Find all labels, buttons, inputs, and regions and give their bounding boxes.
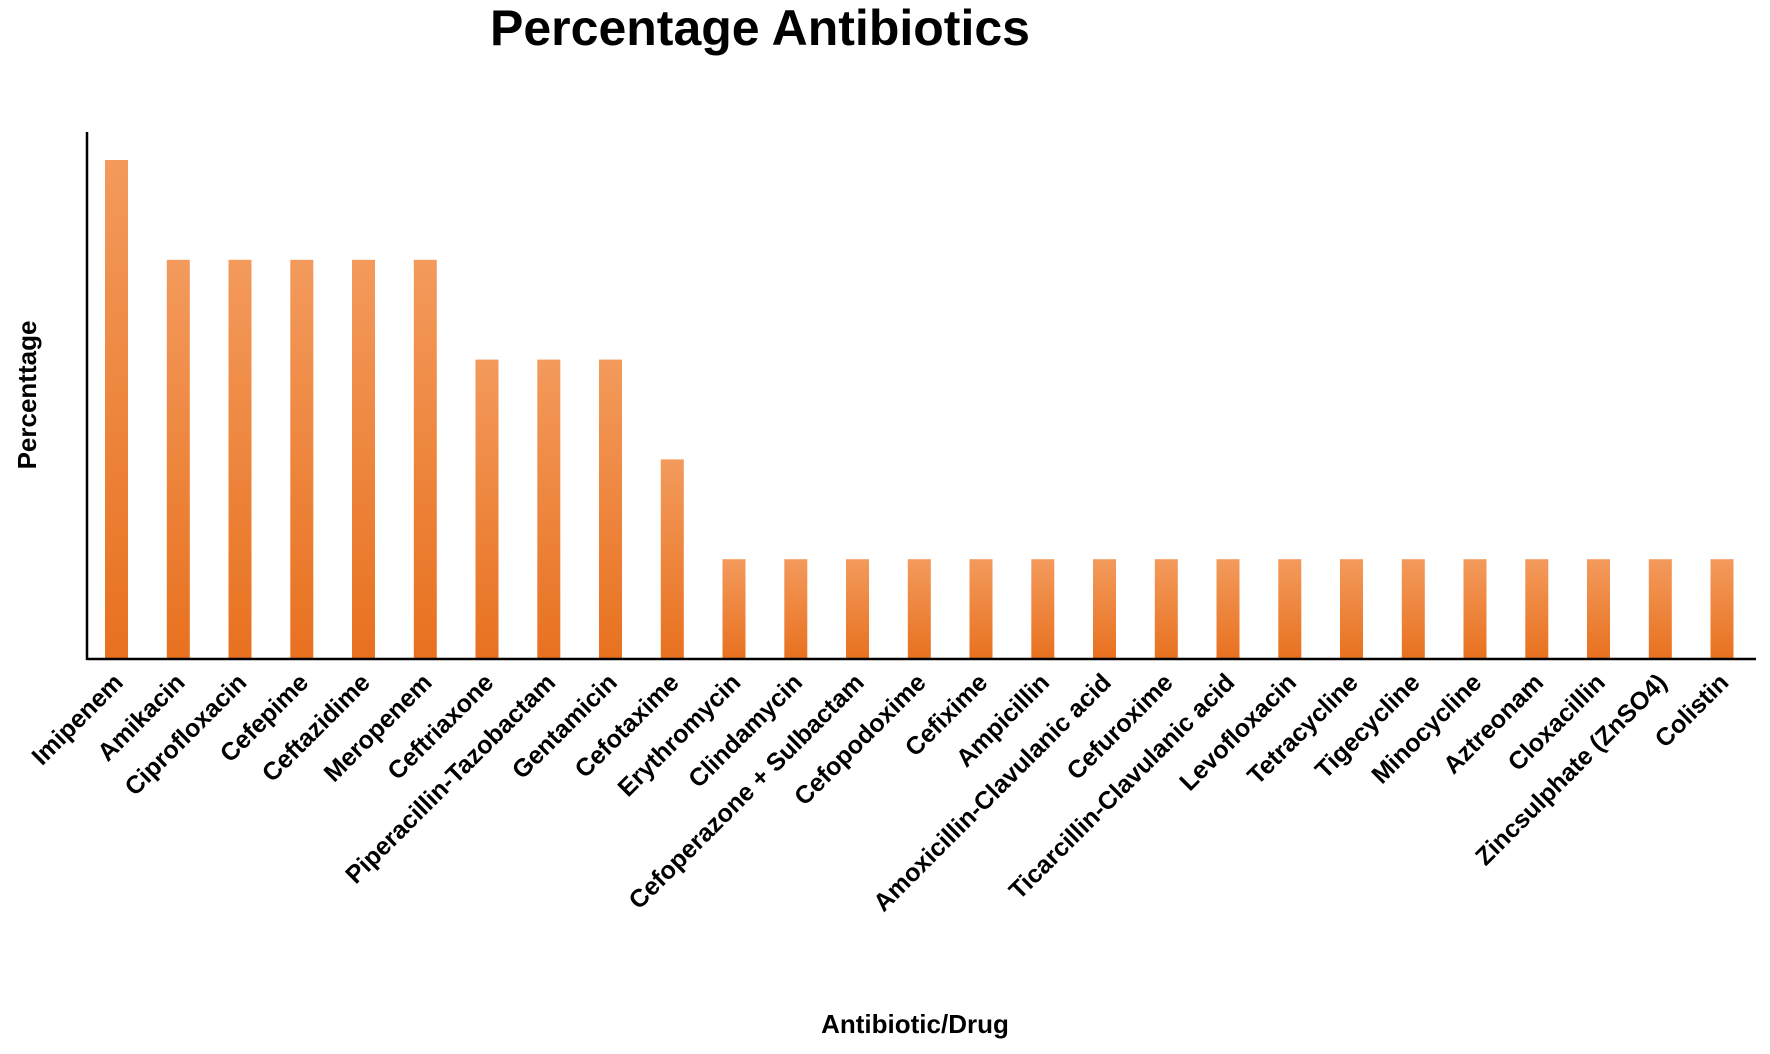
bar-erythromycin bbox=[722, 559, 746, 659]
bar-tigecycline bbox=[1401, 559, 1425, 659]
bar-ceftriaxone bbox=[475, 359, 499, 659]
bar-imipenem bbox=[105, 160, 128, 659]
bar-minocycline bbox=[1463, 559, 1487, 659]
bar-amikacin bbox=[166, 259, 190, 659]
bar-meropenem bbox=[413, 259, 437, 659]
bar-ticarcillin-clavulanic-acid bbox=[1216, 559, 1240, 659]
bar-cloxacillin bbox=[1587, 559, 1610, 659]
bar-amoxicillin-clavulanic-acid bbox=[1093, 559, 1116, 659]
bar-colistin bbox=[1710, 559, 1734, 659]
x-axis-title: Antibiotic/Drug bbox=[821, 1009, 1009, 1039]
bar-cefepime bbox=[290, 259, 314, 659]
bar-gentamicin bbox=[599, 359, 622, 659]
bar-cefoperazone-sulbactam bbox=[846, 559, 869, 659]
bar-piperacillin-tazobactam bbox=[537, 359, 561, 659]
x-tick-labels: ImipenemAmikacinCiprofloxacinCefepimeCef… bbox=[26, 668, 1734, 917]
chart-title: Percentage Antibiotics bbox=[490, 0, 1030, 56]
bar-cefopodoxime bbox=[907, 559, 931, 659]
bar-tetracycline bbox=[1340, 559, 1363, 659]
bar-zincsulphate-znso4 bbox=[1648, 559, 1672, 659]
bars-group bbox=[105, 160, 1734, 659]
bar-ciprofloxacin bbox=[228, 259, 252, 659]
bar-ceftazidime bbox=[352, 259, 375, 659]
bar-cefuroxime bbox=[1154, 559, 1178, 659]
y-axis-title: Percenttage bbox=[12, 321, 42, 470]
bar-ampicillin bbox=[1031, 559, 1055, 659]
bar-cefotaxime bbox=[660, 459, 684, 659]
bar-levofloxacin bbox=[1278, 559, 1302, 659]
bar-clindamycin bbox=[784, 559, 808, 659]
bar-cefixime bbox=[969, 559, 993, 659]
bar-aztreonam bbox=[1525, 559, 1549, 659]
